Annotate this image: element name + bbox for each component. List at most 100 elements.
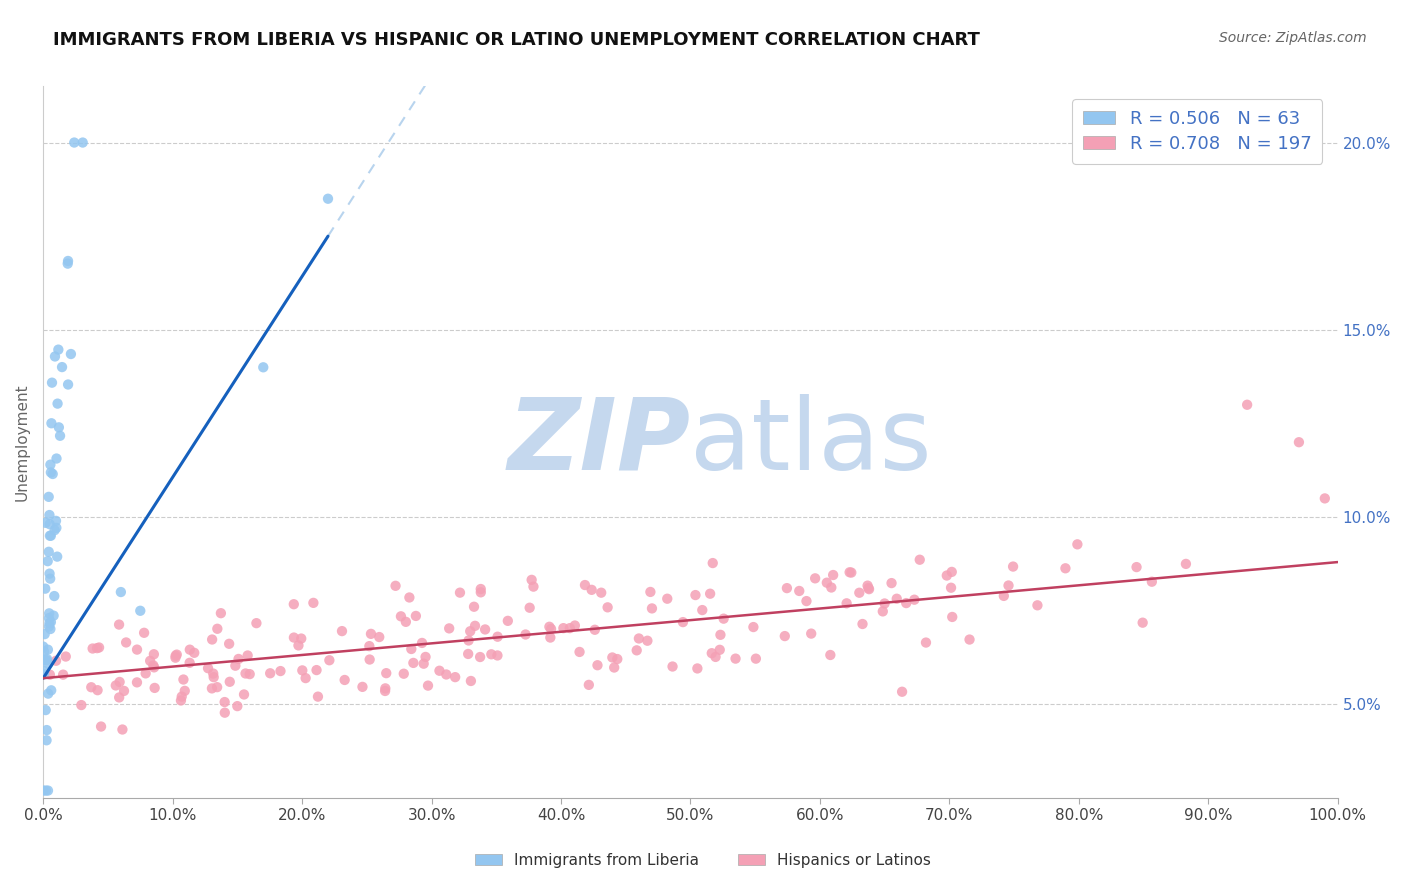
Point — [602, 650, 624, 665]
Point — [202, 666, 225, 681]
Point — [374, 681, 396, 696]
Point — [540, 622, 562, 636]
Point — [245, 616, 267, 631]
Point — [787, 584, 810, 599]
Point — [657, 591, 679, 606]
Point — [935, 568, 957, 582]
Point — [38, 508, 60, 522]
Point — [1132, 615, 1154, 630]
Point — [522, 580, 544, 594]
Point — [583, 623, 606, 637]
Point — [685, 588, 707, 602]
Point — [496, 614, 519, 628]
Point — [429, 664, 451, 678]
Point — [32, 640, 55, 654]
Point — [437, 621, 460, 635]
Point — [641, 601, 664, 615]
Point — [690, 603, 713, 617]
Point — [108, 675, 131, 690]
Point — [515, 627, 537, 641]
Point — [464, 619, 486, 633]
Point — [470, 582, 492, 596]
Point — [815, 575, 838, 590]
Point — [591, 585, 613, 599]
Point — [415, 649, 437, 664]
Point — [626, 643, 648, 657]
Point — [108, 617, 131, 632]
Point — [1125, 560, 1147, 574]
Point — [179, 656, 201, 670]
Point — [39, 458, 62, 472]
Point — [700, 646, 723, 660]
Point — [135, 666, 157, 681]
Point — [111, 723, 134, 737]
Point — [41, 467, 63, 481]
Point — [704, 649, 727, 664]
Point — [486, 630, 509, 644]
Point — [838, 566, 860, 580]
Point — [142, 658, 165, 673]
Point — [226, 699, 249, 714]
Point — [820, 648, 842, 662]
Point — [46, 396, 69, 410]
Point — [872, 604, 894, 618]
Point — [444, 670, 467, 684]
Point — [405, 609, 427, 624]
Point — [56, 254, 79, 268]
Point — [39, 529, 62, 543]
Point — [486, 648, 509, 663]
Point — [709, 642, 731, 657]
Point — [661, 659, 683, 673]
Point — [333, 673, 356, 687]
Point — [412, 657, 434, 671]
Point — [201, 681, 224, 696]
Point — [896, 596, 918, 610]
Point — [283, 631, 305, 645]
Point — [416, 679, 439, 693]
Point — [858, 582, 880, 596]
Point — [804, 571, 827, 585]
Point — [800, 626, 823, 640]
Point — [1313, 491, 1336, 506]
Point — [627, 632, 650, 646]
Point — [359, 652, 381, 666]
Point — [35, 652, 58, 666]
Point — [172, 673, 194, 687]
Point — [538, 620, 561, 634]
Point — [520, 573, 543, 587]
Point — [468, 650, 491, 665]
Point — [38, 667, 60, 681]
Point — [132, 625, 155, 640]
Point — [38, 517, 60, 532]
Point — [873, 597, 896, 611]
Text: atlas: atlas — [690, 393, 932, 491]
Point — [1026, 599, 1049, 613]
Point — [218, 674, 240, 689]
Point — [38, 611, 60, 625]
Point — [316, 192, 339, 206]
Point — [45, 654, 67, 668]
Point — [45, 514, 67, 528]
Point — [72, 136, 94, 150]
Point — [34, 703, 56, 717]
Point — [434, 667, 457, 681]
Point — [449, 585, 471, 599]
Point — [252, 360, 274, 375]
Point — [307, 690, 329, 704]
Point — [239, 667, 262, 681]
Point — [891, 685, 914, 699]
Point — [1236, 398, 1258, 412]
Point — [479, 648, 502, 662]
Point — [959, 632, 981, 647]
Point — [52, 667, 75, 681]
Point — [745, 651, 768, 665]
Point — [63, 136, 86, 150]
Point — [290, 632, 312, 646]
Point — [823, 568, 845, 582]
Point — [38, 490, 60, 504]
Point — [578, 678, 600, 692]
Point — [142, 647, 165, 661]
Point — [581, 582, 603, 597]
Point — [48, 420, 70, 434]
Point — [713, 612, 735, 626]
